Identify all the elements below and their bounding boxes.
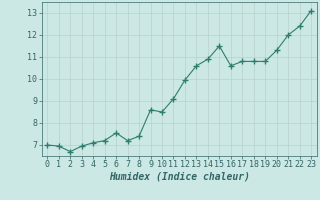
X-axis label: Humidex (Indice chaleur): Humidex (Indice chaleur) xyxy=(109,172,250,182)
